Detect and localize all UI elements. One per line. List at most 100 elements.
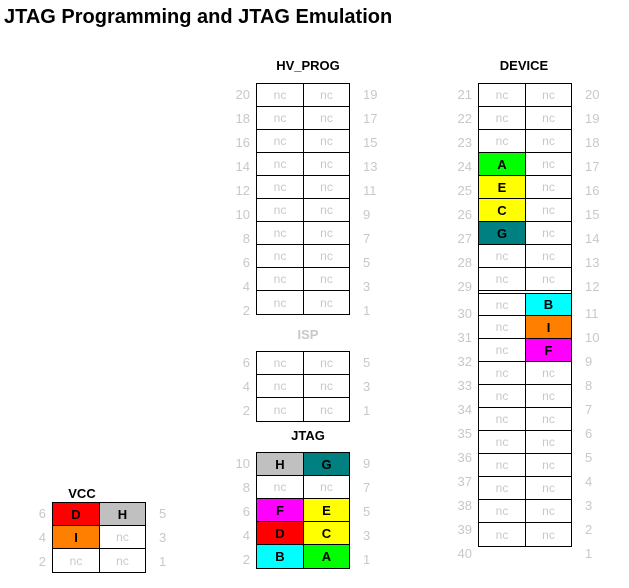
connector-row: nc nc	[257, 268, 349, 291]
pin-cell: nc	[495, 272, 509, 286]
connector-row: nc I	[479, 316, 571, 339]
pin-cell: nc	[273, 226, 287, 240]
pin-number-left: 31	[457, 330, 472, 345]
pin-number-left: 33	[457, 378, 472, 393]
pin-number-right: 19	[585, 111, 600, 126]
pin-cell: nc	[303, 476, 349, 498]
connector-row: nc nc	[479, 107, 571, 130]
pin-cell: nc	[273, 295, 287, 310]
pin-cell: E	[479, 176, 525, 198]
pin-number-right: 3	[363, 379, 371, 394]
pin-cell: nc	[495, 504, 509, 518]
pin-number-right: 5	[363, 355, 371, 370]
pin-number-right: 13	[585, 255, 600, 270]
pin-number-right: 1	[585, 546, 593, 561]
pin-cell: G	[479, 222, 525, 244]
pin-number-right: 7	[363, 480, 371, 495]
pin-number-left: 32	[457, 354, 472, 369]
connector-row: nc nc	[257, 291, 349, 314]
pin-cell: C	[303, 522, 349, 544]
page-title: JTAG Programming and JTAG Emulation	[4, 6, 393, 28]
pin-number-left: 2	[38, 554, 46, 569]
connector-row: nc nc	[257, 84, 349, 107]
pin-cell: nc	[273, 88, 287, 102]
pin-cell: nc	[273, 157, 287, 171]
hv-prog-connector: nc nc nc nc nc nc nc nc nc nc nc nc nc nc nc nc nc nc nc nc	[256, 83, 350, 315]
pin-number-right: 15	[585, 207, 600, 222]
pin-cell: nc	[303, 176, 349, 198]
connector-row: nc nc	[479, 523, 571, 546]
pin-cell: nc	[303, 107, 349, 129]
pin-number-right: 5	[159, 506, 167, 521]
pin-number-left: 2	[242, 552, 250, 567]
pin-number-right: 11	[363, 183, 377, 198]
pin-number-right: 1	[159, 554, 167, 569]
pin-cell: nc	[525, 523, 571, 546]
pin-number-left: 4	[242, 379, 250, 394]
isp-connector: nc nc nc nc nc nc	[256, 351, 350, 422]
connector-row: nc nc	[257, 107, 349, 130]
connector-row: nc nc	[479, 245, 571, 268]
pin-number-right: 4	[585, 474, 593, 489]
pin-number-left: 25	[457, 183, 472, 198]
pin-number-right: 8	[585, 378, 593, 393]
pin-cell: nc	[273, 480, 287, 494]
pin-cell: nc	[525, 408, 571, 430]
pin-cell: nc	[273, 111, 287, 125]
pin-cell: nc	[495, 527, 509, 542]
pin-cell: nc	[495, 343, 509, 357]
pin-cell: nc	[99, 549, 145, 572]
connector-row: nc nc	[479, 84, 571, 107]
connector-row: nc nc	[257, 176, 349, 199]
pin-cell: nc	[273, 272, 287, 286]
pin-number-left: 28	[457, 255, 472, 270]
pin-cell: D	[53, 503, 99, 525]
pin-number-right: 1	[363, 403, 371, 418]
pin-cell: nc	[495, 88, 509, 102]
pin-cell: I	[525, 316, 571, 338]
pin-cell: nc	[525, 268, 571, 290]
pin-cell: nc	[495, 389, 509, 403]
pin-cell: nc	[525, 385, 571, 407]
pin-cell: nc	[525, 130, 571, 152]
pin-cell: nc	[273, 379, 287, 393]
connector-row: nc nc	[257, 398, 349, 421]
pin-cell: nc	[495, 366, 509, 380]
pin-number-left: 20	[235, 87, 250, 102]
pin-cell: nc	[99, 526, 145, 548]
pin-number-left: 4	[38, 530, 46, 545]
pin-number-right: 7	[585, 402, 593, 417]
pin-number-left: 24	[457, 159, 472, 174]
pin-number-right: 12	[585, 279, 600, 294]
pin-cell: nc	[525, 107, 571, 129]
pin-cell: nc	[273, 402, 287, 417]
pin-number-right: 11	[585, 306, 599, 321]
pin-number-right: 3	[159, 530, 167, 545]
pin-number-left: 6	[242, 255, 250, 270]
pin-cell: nc	[495, 320, 509, 334]
pin-number-right: 7	[363, 231, 371, 246]
pin-number-left: 30	[457, 306, 472, 321]
pin-number-left: 2	[242, 403, 250, 418]
pin-number-left: 4	[242, 528, 250, 543]
pin-cell: nc	[525, 500, 571, 522]
connector-row: nc nc	[479, 362, 571, 385]
pin-number-left: 37	[457, 474, 472, 489]
pin-cell: nc	[495, 458, 509, 472]
pin-cell: nc	[525, 431, 571, 453]
pin-number-right: 10	[585, 330, 600, 345]
pin-number-left: 18	[235, 111, 250, 126]
connector-row: nc nc	[479, 268, 571, 291]
pin-cell: nc	[303, 398, 349, 421]
pin-cell: B	[525, 294, 571, 315]
pin-number-right: 13	[363, 159, 378, 174]
pin-number-right: 5	[585, 450, 593, 465]
jtag-label: JTAG	[291, 428, 325, 443]
pin-number-right: 9	[363, 456, 371, 471]
connector-row: nc nc	[257, 153, 349, 176]
